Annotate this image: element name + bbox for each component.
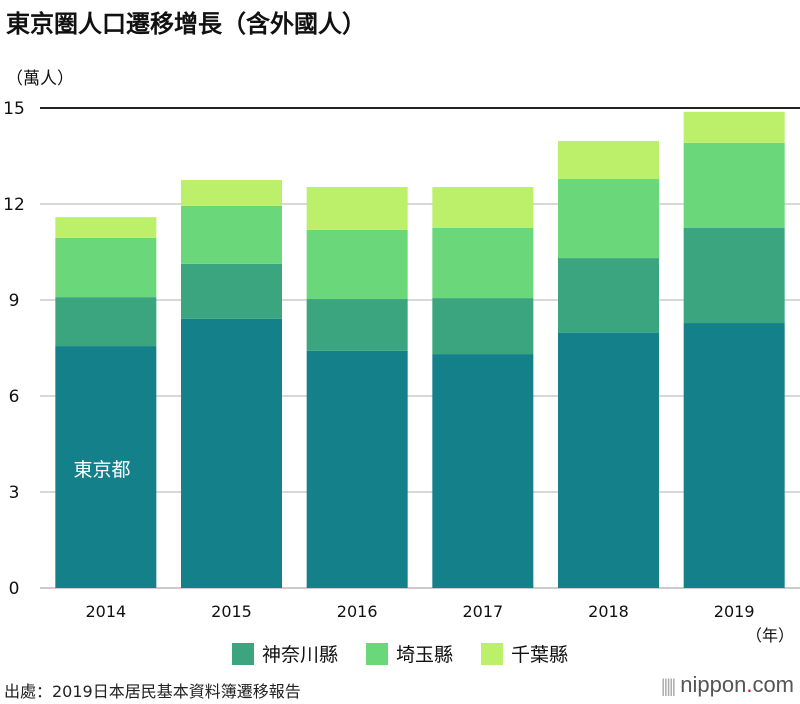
bar-segment: [306, 299, 408, 351]
bar-segment: [55, 346, 157, 588]
legend-label: 埼玉縣: [395, 644, 453, 666]
bar-segment: [55, 217, 157, 238]
x-tick-label: 2019: [714, 602, 755, 621]
chart-title: 東京圏人口遷移增長（含外國人）: [6, 10, 366, 38]
logo-bars-icon: |||||: [660, 676, 676, 696]
bar-segment: [558, 332, 659, 588]
bar-segment: [558, 140, 659, 180]
x-tick-label: 2015: [211, 602, 252, 621]
y-axis-unit: （萬人）: [6, 69, 74, 89]
logo-suffix: com: [752, 672, 794, 697]
x-tick-label: 2017: [462, 602, 503, 621]
legend-swatch: [231, 642, 254, 665]
legend-item-chiba: 千葉縣: [481, 640, 568, 667]
legend-item-kanagawa: 神奈川縣: [231, 640, 338, 667]
y-tick-label: 6: [9, 387, 20, 407]
legend-swatch: [481, 642, 503, 665]
bar-segment: [306, 229, 408, 300]
bar-segment: [558, 258, 659, 333]
bar-segment: [432, 187, 534, 228]
x-tick-label: 2014: [85, 602, 126, 621]
y-tick-label: 12: [3, 195, 25, 215]
bar-segment: [432, 228, 534, 299]
bar-segment: [432, 298, 534, 355]
legend-label: 神奈川縣: [261, 644, 338, 666]
y-tick-label: 9: [9, 291, 20, 311]
y-tick-label: 0: [9, 579, 20, 599]
bar-segment: [55, 237, 157, 298]
bar-segment: [181, 180, 282, 206]
x-tick-label: 2016: [337, 602, 378, 621]
source-note: 出處：2019日本居民基本資料簿遷移報告: [4, 682, 301, 701]
legend-label: 千葉縣: [511, 644, 569, 666]
bar-segment: [432, 354, 534, 588]
bar-segment: [306, 350, 408, 588]
logo-dot: .: [746, 672, 753, 697]
bar-segment: [306, 187, 408, 230]
logo-name: nippon: [680, 672, 747, 697]
x-axis-unit: （年）: [745, 626, 794, 645]
bar-segment: [683, 111, 785, 143]
y-tick-label: 15: [3, 99, 25, 119]
legend-item-saitama: 埼玉縣: [365, 640, 453, 667]
legend: 神奈川縣 埼玉縣 千葉縣: [0, 640, 800, 667]
series-annotation-tokyo: 東京都: [73, 459, 130, 481]
nippon-logo: ||||| nippon.com: [661, 672, 794, 698]
bar-segment: [181, 263, 282, 319]
bar-segment: [55, 297, 157, 347]
bar-segment: [558, 179, 659, 259]
bar-segment: [683, 142, 785, 228]
bar-segment: [683, 228, 785, 324]
legend-swatch: [365, 642, 388, 665]
y-tick-label: 3: [9, 483, 20, 503]
bar-segment: [181, 205, 282, 264]
bar-segment: [683, 323, 785, 588]
bar-segment: [181, 318, 282, 588]
x-tick-label: 2018: [588, 602, 629, 621]
